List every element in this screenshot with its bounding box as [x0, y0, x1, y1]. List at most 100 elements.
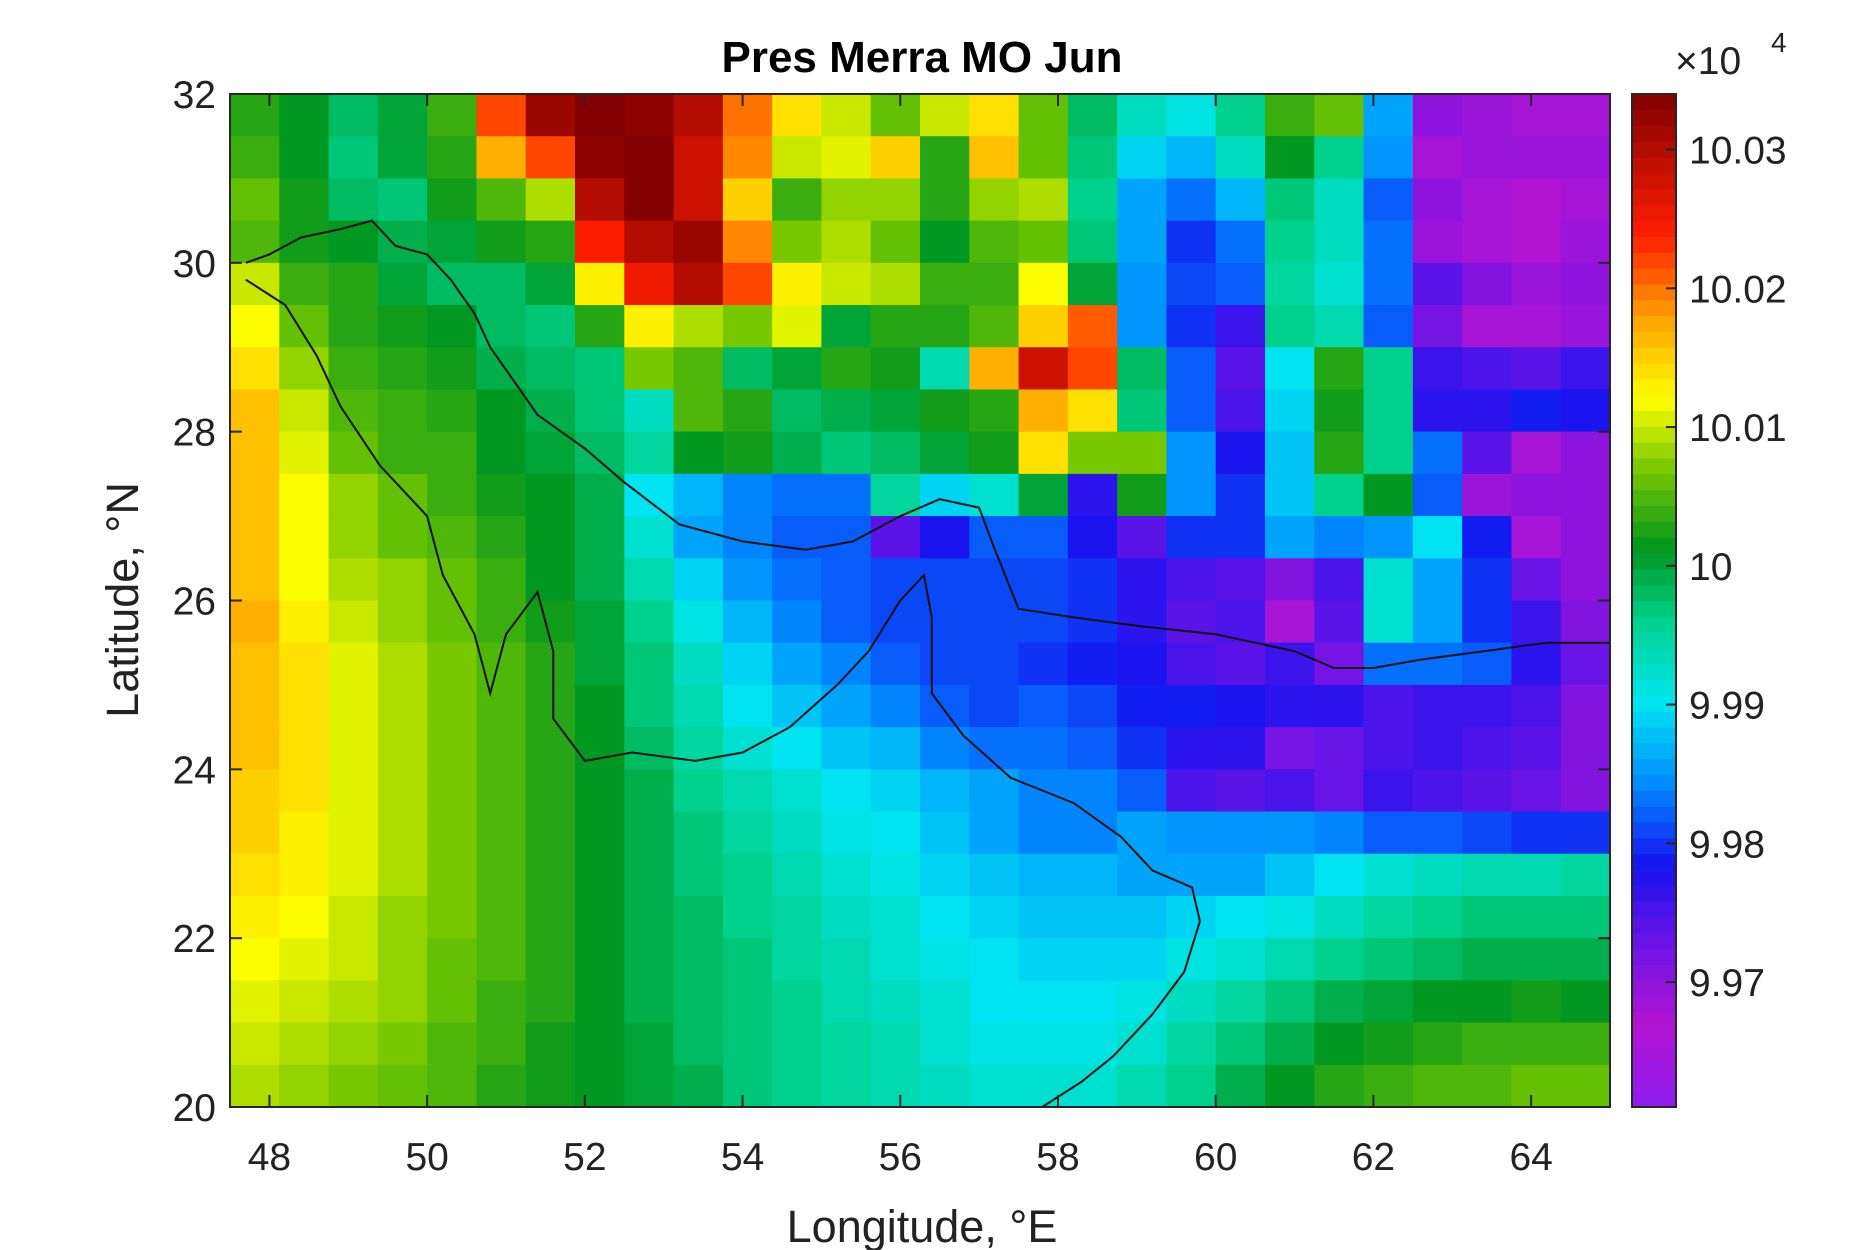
heatmap-cell — [1166, 642, 1217, 686]
heatmap-cell — [476, 980, 527, 1024]
heatmap-cell — [1511, 178, 1562, 222]
heatmap-cell — [624, 305, 675, 348]
heatmap-cell — [1018, 727, 1069, 770]
heatmap-cell — [1265, 178, 1315, 222]
colorbar — [1632, 94, 1676, 1108]
heatmap-cell — [1511, 895, 1562, 939]
heatmap-cell — [1560, 516, 1611, 559]
heatmap-cell — [920, 220, 970, 264]
heatmap-cell — [673, 136, 724, 180]
heatmap-cell — [722, 684, 773, 728]
heatmap-cell — [230, 895, 280, 939]
heatmap-cell — [328, 516, 379, 559]
heatmap-cell — [230, 727, 280, 770]
heatmap-cell — [230, 642, 280, 686]
heatmap-cell — [969, 94, 1020, 137]
heatmap-cell — [969, 895, 1020, 939]
heatmap-cell — [1215, 305, 1266, 348]
heatmap-cell — [1265, 1064, 1315, 1108]
colorbar-segment — [1632, 774, 1676, 791]
heatmap-cell — [870, 938, 921, 981]
heatmap-cell — [1462, 895, 1513, 939]
heatmap-cell — [1363, 895, 1414, 939]
heatmap-cell — [1412, 558, 1463, 602]
heatmap-cell — [1018, 642, 1069, 686]
heatmap-cell — [525, 642, 576, 686]
heatmap-cell — [1363, 811, 1414, 855]
heatmap-cell — [377, 558, 428, 602]
heatmap-cell — [575, 558, 625, 602]
heatmap-cell — [624, 727, 675, 770]
heatmap-cell — [328, 727, 379, 770]
heatmap-cell — [772, 600, 823, 644]
colorbar-segment — [1632, 363, 1676, 380]
colorbar-exponent: 4 — [1771, 27, 1787, 58]
heatmap-cell — [1363, 305, 1414, 348]
heatmap-cell — [1314, 853, 1365, 897]
heatmap-cell — [377, 262, 428, 306]
heatmap-cell — [1412, 220, 1463, 264]
heatmap-cell — [427, 347, 478, 391]
heatmap-cell — [1265, 516, 1315, 559]
x-tick-label: 64 — [1509, 1136, 1552, 1179]
heatmap-cell — [870, 431, 921, 475]
heatmap-cell — [969, 600, 1020, 644]
heatmap-cell — [476, 1064, 527, 1108]
colorbar-segment — [1632, 458, 1676, 475]
heatmap-cell — [476, 220, 527, 264]
heatmap-cell — [1363, 642, 1414, 686]
heatmap-cell — [870, 178, 921, 222]
heatmap-cell — [427, 178, 478, 222]
heatmap-cell — [772, 473, 823, 517]
heatmap-cell — [920, 853, 970, 897]
heatmap-cell — [1412, 727, 1463, 770]
heatmap-cell — [624, 178, 675, 222]
heatmap-cell — [1314, 895, 1365, 939]
heatmap-cell — [624, 347, 675, 391]
heatmap-cell — [673, 642, 724, 686]
heatmap-cell — [1363, 94, 1414, 137]
heatmap-cell — [525, 136, 576, 180]
heatmap-cell — [525, 473, 576, 517]
heatmap-cell — [772, 178, 823, 222]
colorbar-segment — [1632, 996, 1676, 1013]
heatmap-cell — [279, 347, 330, 391]
heatmap-cell — [575, 727, 625, 770]
heatmap-cell — [476, 811, 527, 855]
heatmap-cell — [1166, 684, 1217, 728]
x-axis-label: Longitude, °E — [787, 1201, 1058, 1250]
heatmap-cell — [476, 178, 527, 222]
heatmap-cell — [230, 516, 280, 559]
heatmap-cell — [870, 642, 921, 686]
heatmap-cell — [1314, 305, 1365, 348]
heatmap-cell — [1117, 220, 1168, 264]
colorbar-tick-label: 9.99 — [1689, 685, 1765, 728]
heatmap-cell — [1018, 220, 1069, 264]
heatmap-cell — [1363, 980, 1414, 1024]
heatmap-cell — [1215, 1064, 1266, 1108]
heatmap-cell — [476, 389, 527, 433]
heatmap-cell — [772, 347, 823, 391]
heatmap-cell — [1265, 642, 1315, 686]
colorbar-segment — [1632, 885, 1676, 902]
heatmap-cell — [1215, 811, 1266, 855]
heatmap-cell — [328, 980, 379, 1024]
colorbar-segment — [1632, 853, 1676, 871]
heatmap-cell — [1166, 516, 1217, 559]
heatmap-cell — [279, 600, 330, 644]
heatmap-cell — [1462, 178, 1513, 222]
heatmap-cell — [1067, 262, 1118, 306]
colorbar-segment — [1632, 299, 1676, 317]
heatmap-cell — [673, 1064, 724, 1108]
heatmap-cell — [328, 1064, 379, 1108]
heatmap-cell — [279, 895, 330, 939]
heatmap-cell — [1462, 305, 1513, 348]
heatmap-cell — [673, 94, 724, 137]
heatmap-cell — [870, 1022, 921, 1066]
heatmap-cell — [1462, 1022, 1513, 1066]
heatmap-cell — [1560, 94, 1611, 137]
heatmap-cell — [1511, 1022, 1562, 1066]
y-tick-label: 20 — [173, 1087, 216, 1130]
heatmap-cell — [525, 305, 576, 348]
heatmap-cell — [772, 220, 823, 264]
